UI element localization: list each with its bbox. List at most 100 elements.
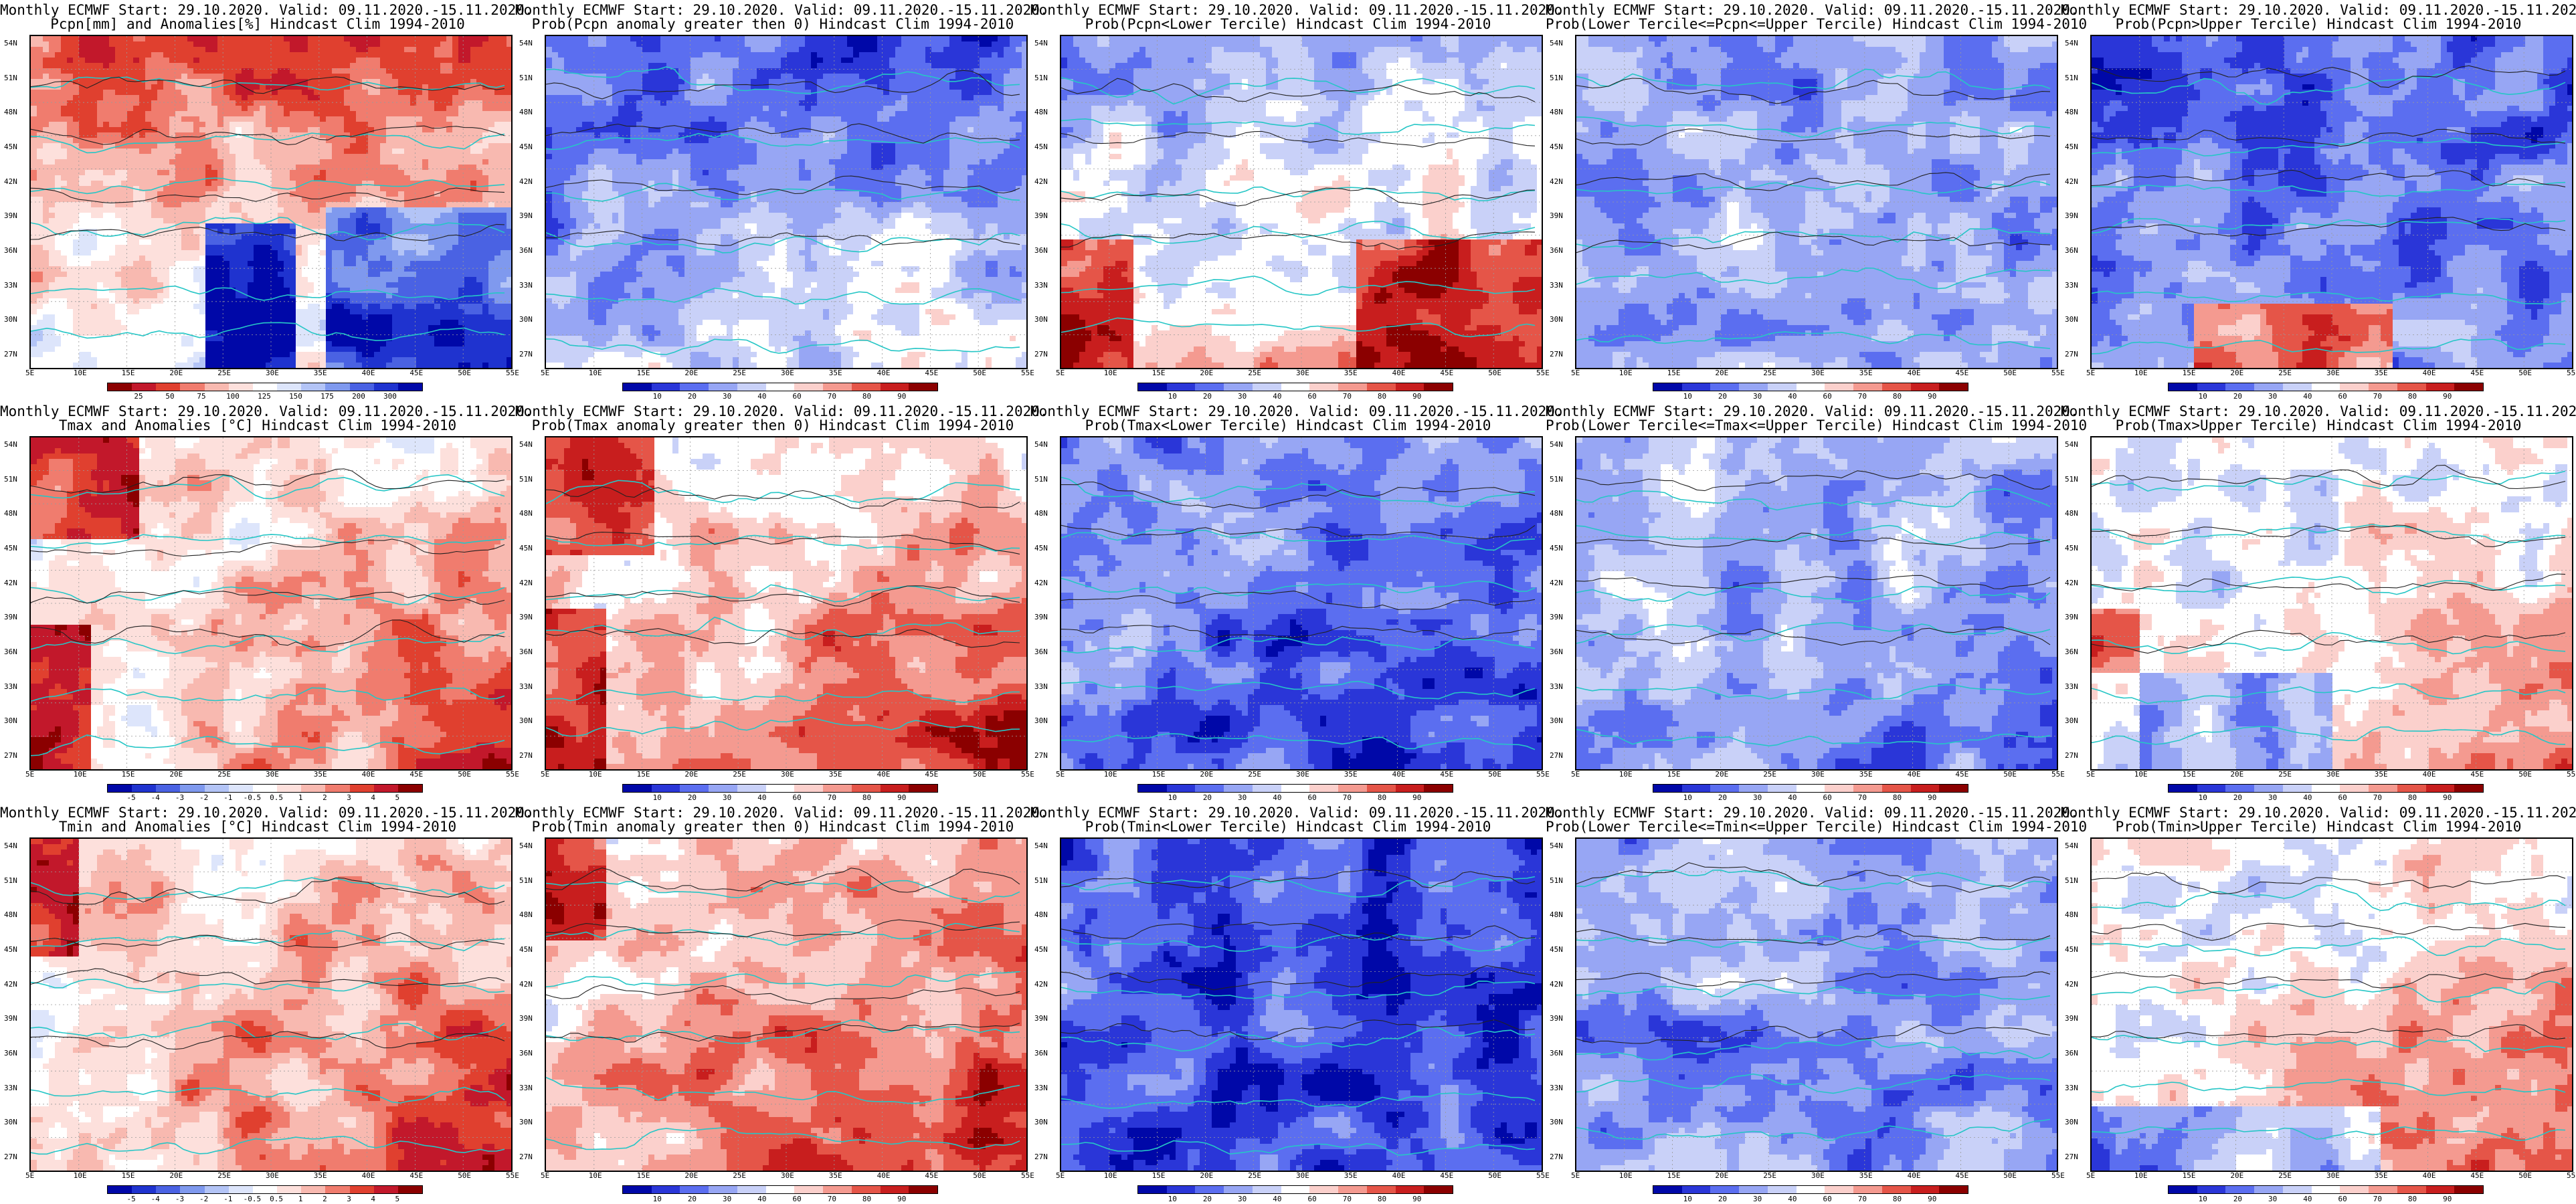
lat-tick-label: 45N [1034,945,1048,954]
lat-tick-label: 33N [4,1084,17,1092]
colorbar-label: 0.5 [270,1195,283,1203]
lon-tick-label: 40E [1392,770,1406,779]
lat-tick-label: 42N [1034,177,1048,186]
colorbar-label: 40 [1273,392,1281,401]
lat-tick-label: 39N [2065,211,2078,220]
lon-tick-label: 45E [1440,1171,1453,1180]
lat-tick-label: 51N [1550,475,1563,484]
colorbar-label: 20 [688,392,697,401]
lon-tick-label: 45E [925,770,938,779]
colorbar-swatch [398,1186,422,1193]
lat-tick-label: 27N [1550,350,1563,359]
field-raster [1576,437,2057,769]
colorbar-label: 2 [323,1195,327,1203]
lon-tick-label: 35E [1859,770,1873,779]
lat-tick-label: 36N [2065,1049,2078,1058]
colorbar-swatch [156,785,180,792]
colorbar-swatch [1939,785,1968,792]
colorbar-swatch [623,383,652,391]
colorbar-swatch [2169,1186,2197,1193]
lat-tick-label: 42N [519,177,533,186]
colorbar-swatch [794,1186,823,1193]
colorbar-label: 30 [1753,392,1762,401]
lon-tick-label: 15E [637,770,650,779]
colorbar-label: 70 [1858,1195,1867,1203]
lat-tick-label: 33N [4,682,17,691]
panel-title-line1: Monthly ECMWF Start: 29.10.2020. Valid: … [515,404,1030,419]
colorbar-swatch [2426,383,2455,391]
colorbar-swatch [766,1186,795,1193]
colorbar-swatch [2169,785,2197,792]
lat-tick-label: 30N [4,716,17,725]
panel-title-line2: Prob(Tmax>Upper Tercile) Hindcast Clim 1… [2061,418,2576,433]
colorbar-label: 40 [757,793,766,802]
field-raster [1576,36,2057,368]
panel-title-line1: Monthly ECMWF Start: 29.10.2020. Valid: … [515,805,1030,820]
lon-tick-label: 15E [637,369,650,377]
lat-tick-label: 51N [1550,74,1563,82]
lon-tick-label: 15E [2183,369,2196,377]
lat-tick-label: 42N [519,980,533,989]
lon-tick-label: 10E [589,770,602,779]
colorbar-label: -5 [127,1195,136,1203]
colorbar-label: 20 [1203,1195,1212,1203]
colorbar-label: -0.5 [244,1195,262,1203]
colorbar-label: 90 [2443,793,2452,802]
panel-title-line1: Monthly ECMWF Start: 29.10.2020. Valid: … [2061,3,2576,17]
colorbar-swatch [2369,1186,2397,1193]
lon-tick-label: 20E [2230,369,2243,377]
colorbar-label: 80 [1378,1195,1386,1203]
colorbar-swatch [253,1186,277,1193]
lon-tick-label: 45E [2470,369,2484,377]
lon-tick-label: 35E [1859,1171,1873,1180]
colorbar-label: 80 [862,392,871,401]
colorbar-swatch [1309,785,1338,792]
colorbar-swatch [253,383,277,391]
colorbar-swatch [1253,383,1281,391]
lat-tick-label: 30N [1034,716,1048,725]
lon-tick-label: 40E [1908,369,1921,377]
lon-tick-label: 10E [1104,369,1117,377]
map-panel-tmin-gt0: Monthly ECMWF Start: 29.10.2020. Valid: … [515,803,1030,1204]
colorbar-swatch [852,1186,881,1193]
lon-tick-label: 40E [877,369,891,377]
colorbar-swatch [325,1186,349,1193]
colorbar-label: 70 [1343,1195,1352,1203]
colorbar-swatch [374,1186,398,1193]
lon-tick-label: 10E [1104,770,1117,779]
colorbar-swatch [205,383,229,391]
colorbar-label: 90 [1412,392,1421,401]
lat-tick-label: 27N [4,350,17,359]
colorbar-label: 70 [1858,392,1867,401]
colorbar-swatch [2426,785,2455,792]
lon-tick-label: 20E [684,369,698,377]
lon-tick-label: 35E [1344,1171,1358,1180]
map-panel-tmax-gt0: Monthly ECMWF Start: 29.10.2020. Valid: … [515,401,1030,803]
colorbar-swatch [1281,1186,1310,1193]
lon-tick-label: 25E [733,770,746,779]
colorbar-label: 70 [828,1195,836,1203]
colorbar-swatch [823,383,852,391]
colorbar-label: 70 [1343,392,1352,401]
colorbar-swatch [652,1186,680,1193]
lat-tick-label: 36N [2065,246,2078,255]
colorbar-swatch [1882,1186,1911,1193]
lon-tick-label: 30E [2326,770,2340,779]
colorbar-swatch [680,1186,709,1193]
lat-tick-label: 30N [2065,1118,2078,1126]
lat-tick-label: 54N [1550,440,1563,449]
colorbar-label: 40 [2303,392,2312,401]
lon-tick-label: 35E [1859,369,1873,377]
colorbar-swatch [1825,785,1853,792]
colorbar-swatch [1138,1186,1167,1193]
lat-tick-label: 30N [1034,315,1048,324]
colorbar [622,1185,938,1194]
lon-tick-label: 35E [829,770,842,779]
lon-tick-label: 30E [1811,1171,1825,1180]
panel-title-line1: Monthly ECMWF Start: 29.10.2020. Valid: … [1546,805,2061,820]
lat-tick-label: 54N [2065,440,2078,449]
lat-tick-label: 48N [4,910,17,919]
lon-tick-label: 20E [169,770,183,779]
lat-tick-label: 27N [2065,1152,2078,1161]
colorbar-label: 20 [1718,392,1727,401]
